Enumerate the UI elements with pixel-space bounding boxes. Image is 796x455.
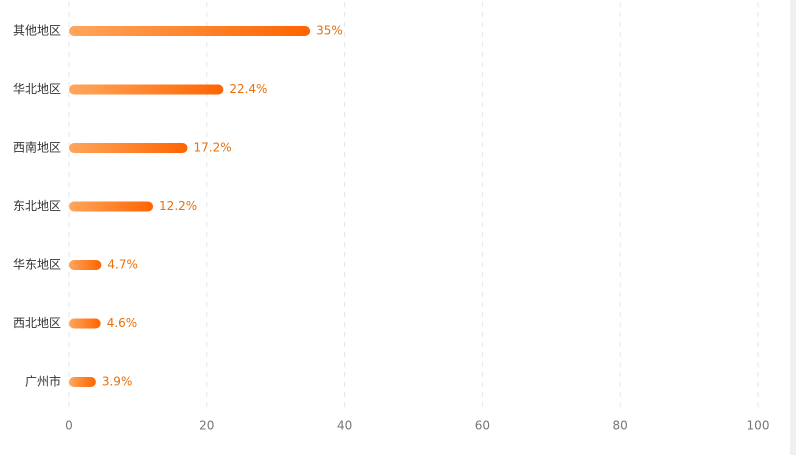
y-tick-label: 华北地区: [13, 82, 61, 96]
y-tick-label: 东北地区: [13, 199, 61, 213]
y-tick-label: 西南地区: [13, 140, 61, 155]
data-label: 17.2%: [194, 141, 232, 155]
y-tick-label: 华东地区: [13, 258, 61, 272]
x-tick-label: 60: [475, 419, 490, 433]
data-label: 4.7%: [107, 258, 137, 272]
x-tick-label: 80: [613, 419, 628, 433]
data-label: 4.6%: [107, 316, 138, 330]
x-tick-label: 0: [65, 419, 73, 433]
y-tick-label: 广州市: [25, 374, 61, 389]
data-label: 3.9%: [102, 375, 133, 389]
bar: [69, 201, 154, 212]
y-tick-label: 西北地区: [13, 316, 61, 330]
y-tick-label: 其他地区: [13, 24, 61, 38]
bar: [69, 260, 102, 270]
bar: [69, 143, 188, 153]
bar: [69, 318, 101, 329]
bar: [69, 26, 311, 36]
bar: [69, 84, 224, 95]
data-label: 35%: [316, 24, 343, 38]
data-label: 22.4%: [229, 82, 267, 96]
x-tick-label: 20: [199, 419, 214, 433]
x-tick-label: 40: [337, 419, 352, 433]
x-tick-label: 100: [747, 419, 770, 433]
scrollbar: [790, 0, 796, 455]
bar: [69, 377, 96, 387]
data-label: 12.2%: [159, 199, 197, 213]
